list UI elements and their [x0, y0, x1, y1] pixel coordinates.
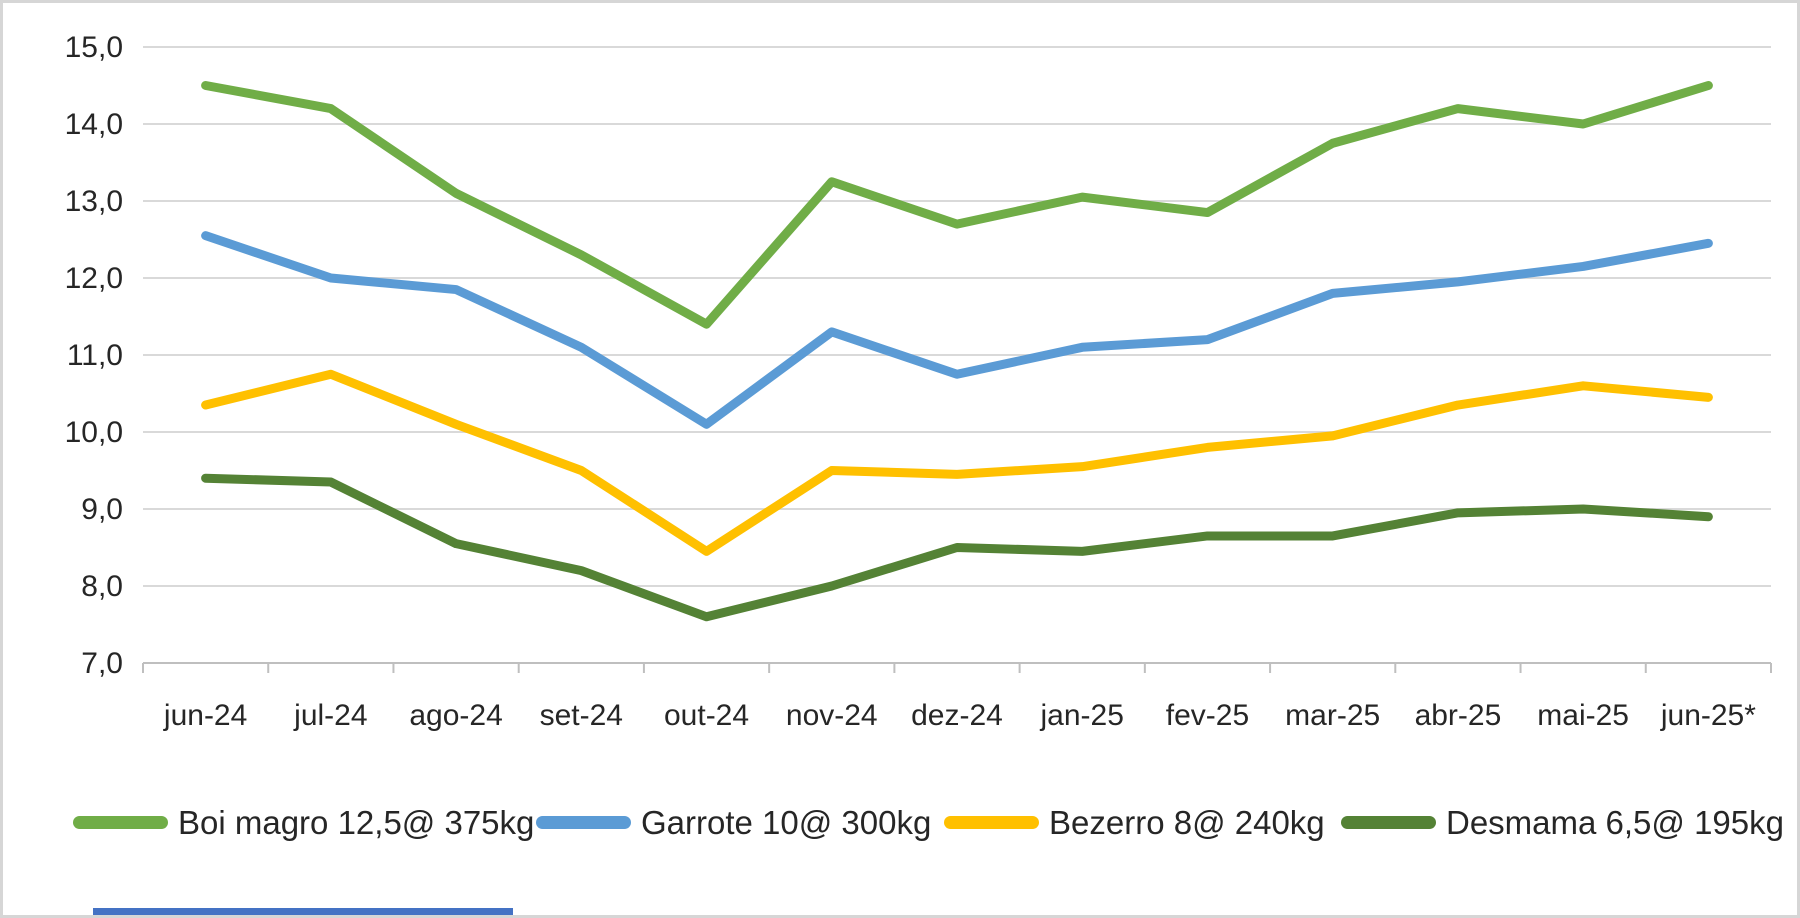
legend-label-garrote: Garrote 10@ 300kg: [641, 803, 932, 841]
y-axis-label: 11,0: [67, 339, 123, 372]
x-axis-label: set-24: [540, 699, 623, 732]
partial-blue-footer-bar: [93, 908, 513, 915]
legend-item-boi-magro: Boi magro 12,5@ 375kg: [73, 800, 534, 844]
x-axis-labels: jun-24 jul-24 ago-24 set-24 out-24 nov-24 dez-…: [163, 699, 1756, 732]
x-axis-label: jun-24: [163, 699, 247, 732]
legend-marker-bezerro: [944, 815, 1039, 829]
legend-marker-desmama: [1341, 815, 1436, 829]
x-axis-label: jan-25: [1040, 699, 1124, 732]
x-axis-label: jul-24: [293, 699, 367, 732]
series-line: [201, 473, 1713, 622]
series-line: [201, 369, 1713, 556]
y-axis-label: 14,0: [65, 108, 123, 141]
legend-label-boi-magro: Boi magro 12,5@ 375kg: [178, 803, 535, 841]
x-axis-label: fev-25: [1166, 699, 1249, 732]
y-axis-label: 8,0: [81, 570, 123, 603]
legend-marker-boi-magro: [73, 815, 168, 829]
x-axis-label: mai-25: [1537, 699, 1629, 732]
y-axis-label: 7,0: [81, 647, 123, 680]
legend-label-bezerro: Bezerro 8@ 240kg: [1049, 803, 1325, 841]
series-line: [201, 231, 1713, 429]
y-axis-label: 9,0: [81, 493, 123, 526]
y-axis-label: 13,0: [65, 185, 123, 218]
x-axis-label: nov-24: [786, 699, 878, 732]
series-lines: [201, 81, 1713, 622]
line-chart: 15,0 14,0 13,0 12,0 11,0 10,0 9,0 8,0 7,0 jun-24…: [65, 31, 1772, 732]
y-axis-label: 10,0: [65, 416, 123, 449]
series-line: [201, 81, 1713, 329]
x-axis-label: out-24: [664, 699, 749, 732]
x-axis-label: dez-24: [911, 699, 1003, 732]
y-axis-labels: 15,0 14,0 13,0 12,0 11,0 10,0 9,0 8,0 7,0: [65, 31, 123, 680]
y-axis-label: 12,0: [65, 262, 123, 295]
legend-label-desmama: Desmama 6,5@ 195kg: [1446, 803, 1784, 841]
x-axis-label: ago-24: [409, 699, 502, 732]
x-axis-ticks: [142, 663, 1772, 673]
legend-marker-garrote: [536, 815, 631, 829]
x-axis-label: abr-25: [1415, 699, 1502, 732]
legend-item-bezerro: Bezerro 8@ 240kg: [944, 800, 1325, 844]
legend-item-desmama: Desmama 6,5@ 195kg: [1341, 800, 1784, 844]
y-axis-label: 15,0: [65, 31, 123, 64]
gridlines: [143, 46, 1771, 664]
legend-item-garrote: Garrote 10@ 300kg: [536, 800, 931, 844]
x-axis-label: mar-25: [1285, 699, 1380, 732]
x-axis-label: jun-25*: [1660, 699, 1756, 732]
